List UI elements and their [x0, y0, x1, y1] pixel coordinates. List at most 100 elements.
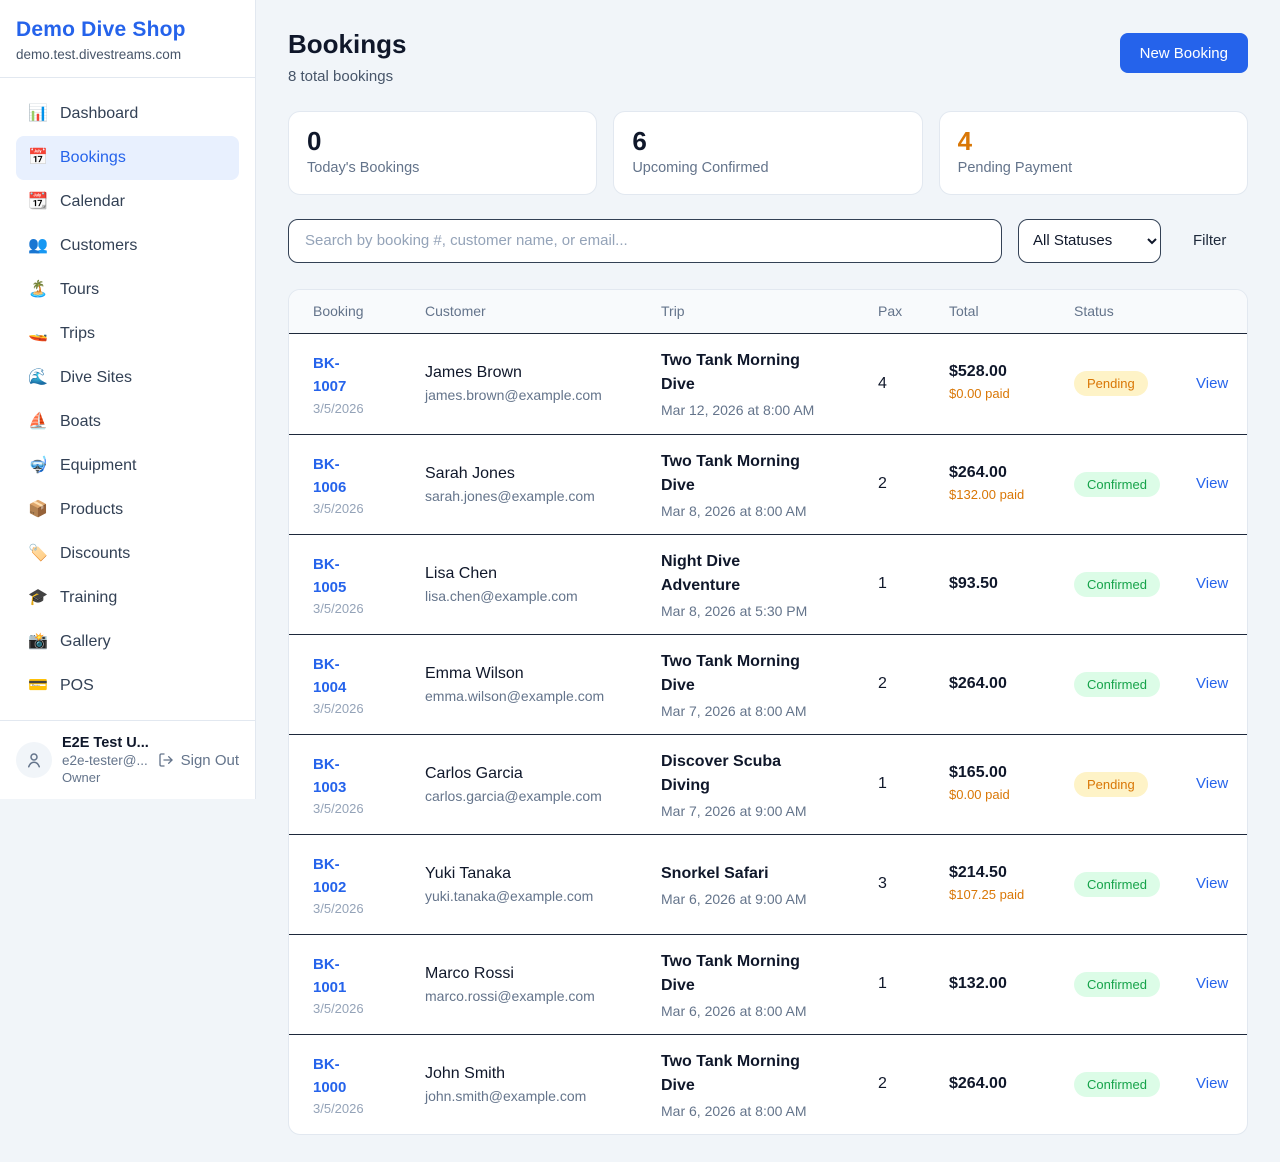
paid-amount: $132.00 paid [949, 486, 1025, 502]
trip-name: Two Tank Morning Dive [661, 452, 800, 494]
view-link[interactable]: View [1196, 575, 1229, 593]
sidebar-item-label: Dive Sites [60, 369, 133, 386]
view-link[interactable]: View [1196, 975, 1229, 993]
status-badge: Pending [1074, 371, 1148, 397]
total-amount: $214.50 [949, 863, 1007, 881]
booking-id-link[interactable]: BK-1003 [313, 755, 347, 796]
trip-datetime: Mar 8, 2026 at 5:30 PM [661, 602, 808, 619]
graduation-cap-icon: 🎓 [28, 589, 48, 606]
sidebar-item-calendar[interactable]: 📆 Calendar [16, 180, 239, 224]
sidebar-item-gallery[interactable]: 📸 Gallery [16, 620, 239, 664]
customer-name: James Brown [425, 364, 522, 382]
view-link[interactable]: View [1196, 875, 1229, 893]
trip-datetime: Mar 12, 2026 at 8:00 AM [661, 402, 815, 419]
sidebar-item-label: POS [60, 677, 94, 694]
brand-block: Demo Dive Shop demo.test.divestreams.com [0, 0, 255, 78]
sidebar-item-dashboard[interactable]: 📊 Dashboard [16, 92, 239, 136]
status-badge: Confirmed [1074, 471, 1160, 497]
stat-card-todays-bookings: 0 Today's Bookings [288, 110, 598, 195]
customer-email: carlos.garcia@example.com [425, 787, 602, 804]
sidebar-item-training[interactable]: 🎓 Training [16, 576, 239, 620]
pax-count: 1 [878, 775, 887, 793]
island-icon: 🏝️ [28, 281, 48, 298]
wave-icon: 🌊 [28, 369, 48, 386]
customer-name: Yuki Tanaka [425, 864, 511, 882]
column-header-total: Total [949, 303, 979, 320]
customer-name: Sarah Jones [425, 464, 515, 482]
pax-count: 1 [878, 975, 887, 993]
stat-card-pending-payment: 4 Pending Payment [938, 110, 1248, 195]
customer-email: emma.wilson@example.com [425, 687, 605, 704]
view-link[interactable]: View [1196, 675, 1229, 693]
column-header-status: Status [1074, 303, 1114, 320]
trip-name: Two Tank Morning Dive [661, 952, 800, 994]
customer-name: Marco Rossi [425, 964, 514, 982]
total-amount: $264.00 [949, 675, 1007, 693]
booking-date: 3/5/2026 [313, 801, 364, 817]
booking-date: 3/5/2026 [313, 400, 364, 416]
booking-id-link[interactable]: BK-1001 [313, 955, 347, 996]
booking-id-link[interactable]: BK-1006 [313, 455, 347, 496]
booking-date: 3/5/2026 [313, 701, 364, 717]
new-booking-button[interactable]: New Booking [1119, 33, 1248, 73]
pax-count: 1 [878, 575, 887, 593]
column-header-trip: Trip [661, 303, 685, 320]
search-input[interactable] [288, 218, 1002, 263]
trip-name: Two Tank Morning Dive [661, 1052, 800, 1094]
camera-icon: 📸 [28, 633, 48, 650]
view-link[interactable]: View [1196, 374, 1229, 392]
sign-out-button[interactable]: Sign Out [158, 752, 239, 769]
pax-count: 2 [878, 475, 887, 493]
trip-datetime: Mar 7, 2026 at 9:00 AM [661, 802, 807, 819]
sidebar-item-equipment[interactable]: 🤿 Equipment [16, 444, 239, 488]
total-amount: $264.00 [949, 1075, 1007, 1093]
sidebar-item-pos[interactable]: 💳 POS [16, 664, 239, 708]
trip-datetime: Mar 6, 2026 at 9:00 AM [661, 890, 807, 907]
customer-name: Carlos Garcia [425, 764, 523, 782]
booking-id-link[interactable]: BK-1004 [313, 655, 347, 696]
table-row: BK-1005 3/5/2026 Lisa Chen lisa.chen@exa… [289, 533, 1247, 634]
booking-id-link[interactable]: BK-1002 [313, 855, 347, 896]
stat-value: 0 [307, 125, 322, 156]
view-link[interactable]: View [1196, 475, 1229, 493]
customer-email: sarah.jones@example.com [425, 487, 595, 504]
avatar [16, 742, 52, 778]
stat-label: Pending Payment [957, 160, 1073, 177]
pax-count: 4 [878, 374, 887, 392]
filter-button[interactable]: Filter [1177, 232, 1242, 249]
sidebar-item-label: Customers [60, 237, 138, 254]
customer-name: John Smith [425, 1064, 506, 1082]
sidebar-item-label: Dashboard [60, 105, 139, 122]
booking-id-link[interactable]: BK-1000 [313, 1055, 347, 1096]
pax-count: 2 [878, 1075, 887, 1093]
pax-count: 2 [878, 675, 887, 693]
sidebar-item-products[interactable]: 📦 Products [16, 488, 239, 532]
main-content: Bookings 8 total bookings New Booking 0 … [256, 0, 1280, 1159]
stat-value: 6 [632, 125, 647, 156]
sidebar-item-tours[interactable]: 🏝️ Tours [16, 268, 239, 312]
page-header: Bookings 8 total bookings New Booking [288, 29, 1248, 85]
booking-id-link[interactable]: BK-1007 [313, 355, 347, 396]
sidebar-item-boats[interactable]: ⛵ Boats [16, 400, 239, 444]
stat-value: 4 [957, 125, 973, 156]
booking-id-link[interactable]: BK-1005 [313, 555, 347, 596]
sidebar-item-customers[interactable]: 👥 Customers [16, 224, 239, 268]
sidebar-item-discounts[interactable]: 🏷️ Discounts [16, 532, 239, 576]
stat-label: Today's Bookings [307, 160, 420, 177]
trip-name: Discover Scuba Diving [661, 752, 782, 794]
table-row: BK-1006 3/5/2026 Sarah Jones sarah.jones… [289, 433, 1247, 534]
view-link[interactable]: View [1196, 775, 1229, 793]
view-link[interactable]: View [1196, 1075, 1229, 1093]
table-row: BK-1001 3/5/2026 Marco Rossi marco.rossi… [289, 933, 1247, 1034]
calendar-icon: 📅 [28, 149, 48, 166]
sidebar-nav: 📊 Dashboard 📅 Bookings 📆 Calendar 👥 Cust… [0, 78, 255, 720]
booking-date: 3/5/2026 [313, 1001, 364, 1017]
page-subtitle: 8 total bookings [288, 67, 394, 85]
sidebar-item-dive-sites[interactable]: 🌊 Dive Sites [16, 356, 239, 400]
sidebar-item-bookings[interactable]: 📅 Bookings [16, 136, 239, 180]
customer-email: john.smith@example.com [425, 1087, 587, 1104]
sidebar-item-trips[interactable]: 🚤 Trips [16, 312, 239, 356]
status-filter-select[interactable]: All Statuses [1018, 218, 1161, 263]
sidebar-item-label: Tours [60, 281, 100, 298]
